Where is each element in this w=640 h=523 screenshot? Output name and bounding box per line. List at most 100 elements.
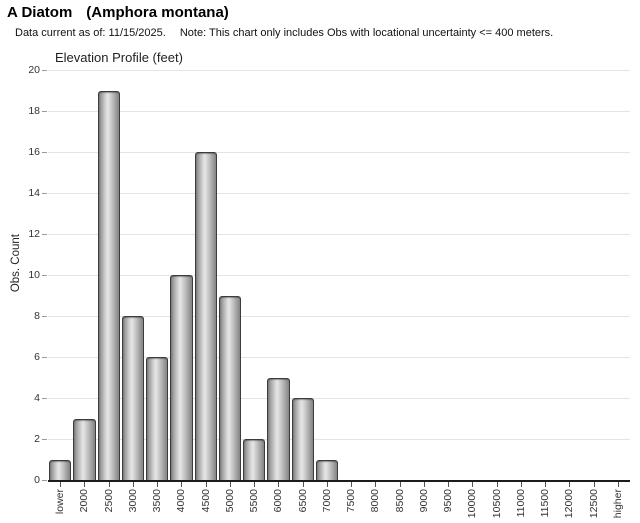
x-axis-tick [472,482,474,487]
y-axis-tick [42,233,47,235]
data-current-note: Data current as of: 11/15/2025. Note: Thi… [15,27,553,39]
x-tick-label: 9500 [442,489,455,513]
histogram-slot: 9500 [436,70,460,512]
gridline [48,233,630,235]
y-tick-label: 10 [28,269,40,281]
y-axis-tick [42,110,47,112]
species-scientific-name: (Amphora montana) [86,4,229,21]
y-tick-label: 8 [34,310,40,322]
x-axis-tick [448,482,450,487]
x-axis-tick [593,482,595,487]
x-axis-tick [302,482,304,487]
histogram-slot: 9000 [412,70,436,512]
data-current-text: Data current as of: 11/15/2025. [15,27,166,39]
x-axis-tick [351,482,353,487]
x-axis-tick [254,482,256,487]
plot-area: Obs. Count 0 2 4 6 8 10 12 14 16 18 20 lower 2000 250… [10,64,630,518]
histogram-slot: 6500 [291,70,315,512]
x-tick-label: 3000 [126,489,139,513]
x-axis-tick [108,482,110,487]
histogram-slot: 12500 [582,70,606,518]
y-tick-label: 12 [28,228,40,240]
x-axis-tick [157,482,159,487]
x-tick-label: 11500 [539,489,552,518]
chart-title: Elevation Profile (feet) [55,50,183,65]
gridline [48,69,630,71]
x-tick-label: 7000 [320,489,333,513]
y-axis-tick [42,274,47,276]
histogram-bar [73,418,96,480]
gridline [48,274,630,276]
slots: lower 2000 2500 3000 3500 4000 4500 5000 5500 600… [48,70,630,518]
x-tick-label: 8500 [393,489,406,513]
histogram-slot: 11500 [533,70,557,517]
x-axis-tick [60,482,62,487]
y-axis-tick [42,151,47,153]
gridline [48,110,630,112]
y-tick-label: 18 [28,105,40,117]
x-tick-label: 12000 [563,489,576,519]
gridline [48,315,630,317]
histogram-slot: lower [48,70,72,514]
histogram-bar [243,439,266,480]
histogram-bar [146,357,169,480]
y-tick-label: 2 [34,433,40,445]
y-tick-label: 6 [34,351,40,363]
x-tick-label: 5000 [223,489,236,513]
x-axis-tick [423,482,425,487]
histogram-slot: 8000 [363,70,387,512]
x-tick-label: 8000 [369,489,382,513]
histogram-slot: 3500 [145,70,169,512]
histogram-bar [267,377,290,480]
histogram-slot: 12000 [557,70,581,518]
histogram-slot: higher [606,70,630,518]
x-axis-tick [181,482,183,487]
x-tick-label: 10500 [490,489,503,519]
x-axis-tick [132,482,134,487]
x-tick-label: 7500 [345,489,358,513]
x-axis-tick [569,482,571,487]
x-tick-label: 11000 [514,489,527,518]
x-tick-label: 12500 [587,489,600,519]
x-axis-tick [278,482,280,487]
x-axis-tick [229,482,231,487]
x-axis-tick [617,482,619,487]
histogram-slot: 4000 [169,70,193,512]
histogram-slot: 11000 [509,70,533,517]
histogram-bar [121,316,144,480]
histogram-slot: 4500 [194,70,218,512]
x-axis-tick [326,482,328,487]
histogram-bar [315,459,338,480]
y-tick-label: 16 [28,146,40,158]
x-tick-label: 2500 [102,489,115,513]
y-axis-tick [42,315,47,317]
y-axis-tick [42,192,47,194]
y-axis-tick [42,479,47,481]
x-tick-label: 4000 [175,489,188,513]
x-tick-label: higher [611,489,624,519]
x-tick-label: 10000 [466,489,479,519]
x-tick-label: 6500 [296,489,309,513]
y-axis-tick [42,356,47,358]
gridline [48,356,630,358]
histogram-slot: 3000 [121,70,145,512]
y-axis-tick [42,397,47,399]
histogram-bar [194,152,217,480]
histogram-slot: 7500 [339,70,363,512]
gridline [48,438,630,440]
histogram-bar [97,90,120,480]
x-axis-tick [520,482,522,487]
x-axis-tick [375,482,377,487]
uncertainty-note-text: Note: This chart only includes Obs with … [179,27,554,39]
y-axis-tick [42,438,47,440]
histogram-bar [218,295,241,480]
y-axis-title: Obs. Count [10,234,22,293]
x-tick-label: 2000 [78,489,91,513]
y-tick-label: 0 [34,474,40,486]
x-axis-tick [545,482,547,487]
histogram-bar [291,398,314,480]
x-tick-label: 6000 [272,489,285,513]
histogram-slot: 10500 [485,70,509,518]
x-axis-tick [399,482,401,487]
